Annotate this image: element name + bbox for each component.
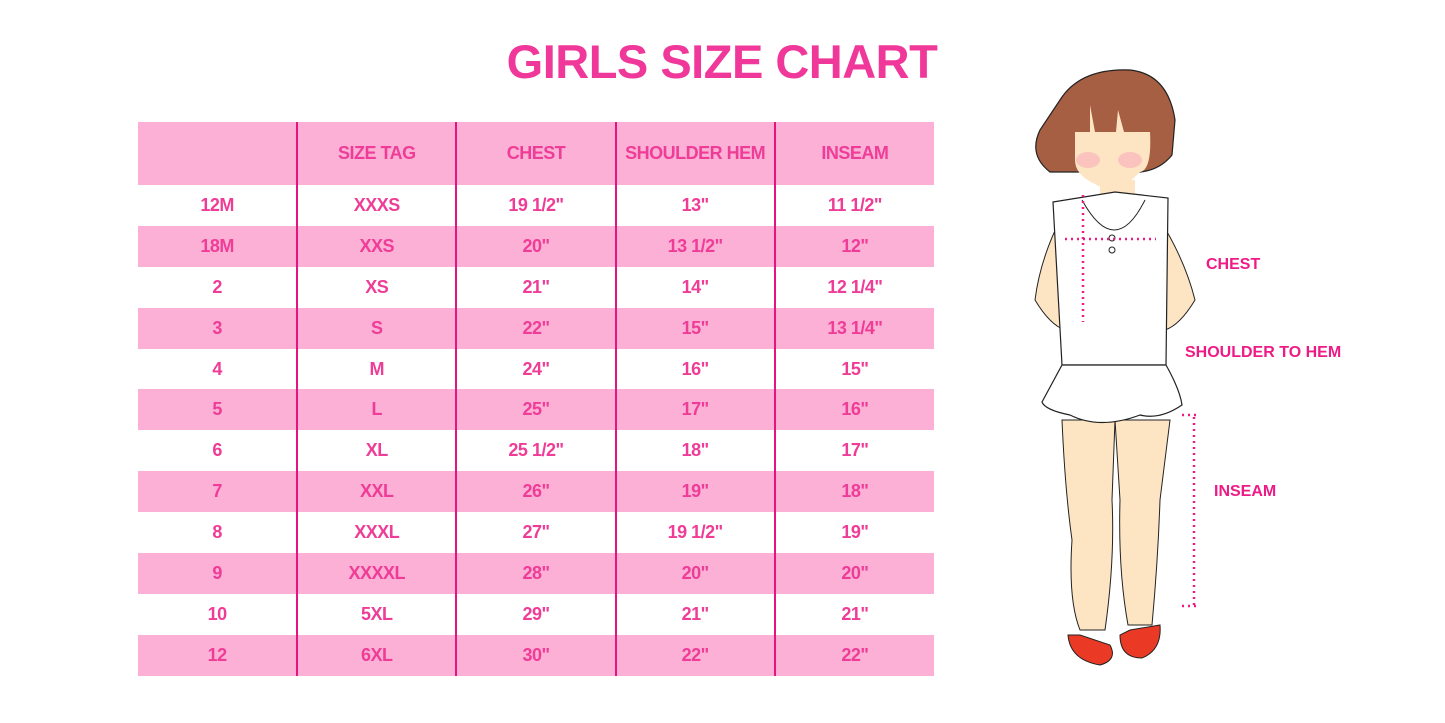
table-row: 10 5XL 29" 21" 21"	[138, 593, 934, 635]
table-cell: 21"	[455, 266, 616, 308]
table-cell: 17"	[614, 389, 775, 431]
table-cell: 28"	[455, 553, 616, 594]
table-cell: 5	[138, 389, 298, 431]
table-cell: 12"	[773, 225, 934, 267]
column-header: CHEST	[455, 122, 616, 185]
table-cell: 22"	[614, 634, 775, 676]
page-title: GIRLS SIZE CHART	[506, 35, 938, 88]
table-row: 12 6XL 30" 22" 22"	[138, 634, 934, 676]
table-row: 5 L 25" 17" 16"	[138, 389, 934, 431]
table-cell: 19"	[773, 512, 934, 554]
table-cell: XXS	[296, 225, 457, 267]
table-row: 7 XXL 26" 19" 18"	[138, 471, 934, 513]
table-cell: 13 1/4"	[773, 307, 934, 349]
table-cell: 11 1/2"	[773, 185, 934, 226]
table-cell: 14"	[614, 266, 775, 308]
table-cell: 12M	[200, 194, 234, 215]
table-cell: 20"	[614, 553, 775, 594]
table-cell: 7	[138, 471, 298, 513]
table-cell: 30"	[455, 634, 616, 676]
table-row: 12M XXXS 19 1/2" 13" 11 1/2"	[138, 185, 934, 226]
table-cell: 13 1/2"	[614, 225, 775, 267]
column-header: SIZE TAG	[296, 122, 457, 185]
table-cell: 20"	[773, 553, 934, 594]
table-cell: XXXL	[296, 512, 457, 554]
inseam-label: INSEAM	[1214, 483, 1277, 500]
table-cell: 20"	[455, 225, 616, 267]
table-row: 18M XXS 20" 13 1/2" 12"	[138, 225, 934, 267]
table-cell: 9	[138, 553, 298, 594]
table-cell: 17"	[773, 430, 934, 472]
table-cell: 18"	[773, 471, 934, 513]
table-row: 6 XL 25 1/2" 18" 17"	[138, 430, 934, 472]
table-cell: 18M	[138, 225, 298, 267]
table-cell: 22"	[455, 307, 616, 349]
table-cell: XS	[296, 266, 457, 308]
table-cell: S	[296, 307, 457, 349]
table-cell: 4	[212, 358, 222, 379]
table-cell: 21"	[773, 593, 934, 635]
table-cell: 10	[207, 603, 228, 624]
table-cell: 22"	[773, 634, 934, 676]
table-cell: M	[296, 348, 457, 390]
table-header-row: SIZE TAG CHEST SHOULDER HEM INSEAM	[138, 122, 934, 185]
column-header: SHOULDER HEM	[614, 122, 775, 185]
column-header	[138, 122, 298, 185]
table-cell: 19 1/2"	[614, 512, 775, 554]
table-cell: 12 1/4"	[773, 266, 934, 308]
size-chart-table: SIZE TAG CHEST SHOULDER HEM INSEAM 12M XXXS 1…	[138, 122, 934, 676]
table-cell: 19 1/2"	[455, 185, 616, 226]
table-cell: 19"	[614, 471, 775, 513]
table-cell: 25"	[455, 389, 616, 431]
table-cell: 3	[138, 307, 298, 349]
table-row: 2 XS 21" 14" 12 1/4"	[138, 266, 934, 308]
girl-measurement-illustration	[1034, 69, 1200, 666]
table-row: 4 M 24" 16" 15"	[138, 348, 934, 390]
table-cell: 12	[138, 634, 298, 676]
table-cell: L	[296, 389, 457, 431]
table-cell: 29"	[455, 593, 616, 635]
table-cell: 2	[212, 276, 222, 297]
table-cell: 6	[212, 440, 222, 461]
shoulder-to-hem-label: SHOULDER TO HEM	[1185, 344, 1342, 361]
table-cell: 18"	[614, 430, 775, 472]
table-cell: 15"	[773, 348, 934, 390]
table-cell: XXXXL	[296, 553, 457, 594]
table-cell: 26"	[455, 471, 616, 513]
chest-label: CHEST	[1206, 256, 1261, 273]
table-cell: 16"	[614, 348, 775, 390]
table-cell: 27"	[455, 512, 616, 554]
table-cell: 24"	[455, 348, 616, 390]
table-row: 8 XXXL 27" 19 1/2" 19"	[138, 512, 934, 554]
table-cell: 8	[212, 522, 222, 543]
table-cell: XXXS	[296, 185, 457, 226]
table-cell: XXL	[296, 471, 457, 513]
column-header: INSEAM	[773, 122, 934, 185]
table-row: 9 XXXXL 28" 20" 20"	[138, 553, 934, 594]
table-cell: 21"	[614, 593, 775, 635]
table-cell: 15"	[614, 307, 775, 349]
table-cell: 25 1/2"	[455, 430, 616, 472]
table-cell: 16"	[773, 389, 934, 431]
table-cell: 13"	[614, 185, 775, 226]
table-cell: 5XL	[296, 593, 457, 635]
table-cell: 6XL	[296, 634, 457, 676]
table-row: 3 S 22" 15" 13 1/4"	[138, 307, 934, 349]
table-cell: XL	[296, 430, 457, 472]
